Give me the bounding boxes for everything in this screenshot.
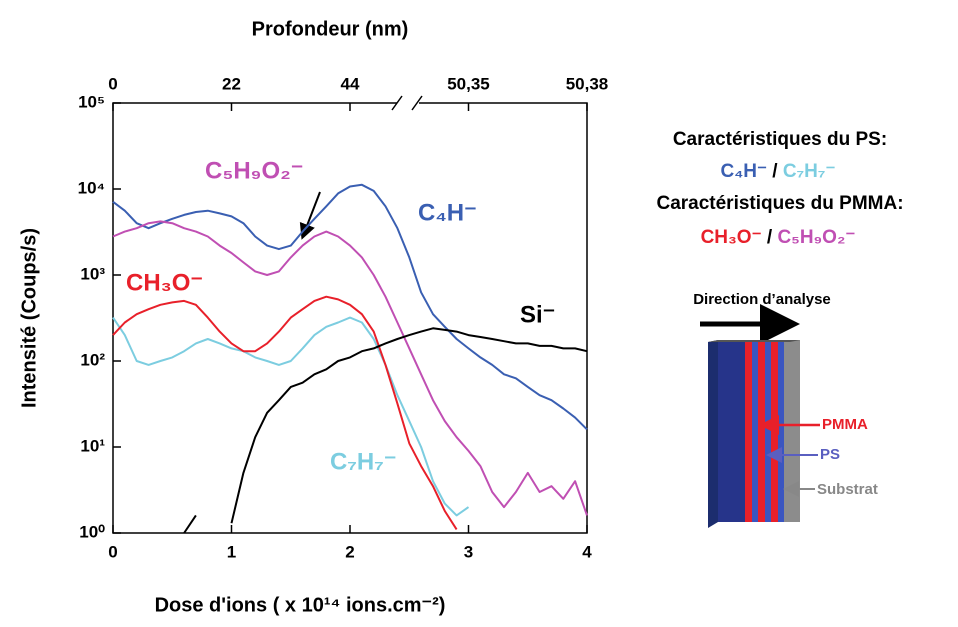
pmma-species-1: CH₃O⁻ — [701, 227, 762, 248]
layer — [758, 340, 765, 522]
x-tick-label: 1 — [227, 542, 236, 561]
y-tick-label: 10⁴ — [78, 178, 105, 197]
y-tick-label: 10¹ — [80, 436, 105, 455]
top-axis-title: Profondeur (nm) — [252, 18, 409, 40]
ps-title: Caractéristiques du PS: — [673, 129, 887, 150]
pmma-species: CH₃O⁻ / C₅H₉O₂⁻ — [701, 227, 856, 248]
series-line — [112, 295, 458, 530]
y-tick-label: 10⁰ — [79, 522, 105, 541]
series-label: Si⁻ — [520, 301, 555, 328]
ps-label: PS — [820, 446, 840, 463]
axis-break — [391, 95, 403, 111]
series-label: C₄H⁻ — [418, 199, 477, 226]
x-tick-label: 2 — [345, 542, 354, 561]
substrate-label: Substrat — [817, 481, 878, 498]
x-axis-title: Dose d'ions ( x 10¹⁴ ions.cm⁻²) — [155, 594, 446, 616]
ps-species: C₄H⁻ / C₇H₇⁻ — [720, 161, 835, 182]
series-line — [112, 316, 470, 517]
x-tick-label: 0 — [108, 542, 117, 561]
layer — [752, 340, 758, 522]
top-tick-label: 44 — [341, 74, 360, 93]
y-tick-label: 10² — [80, 350, 105, 369]
layer — [745, 340, 752, 522]
direction-label: Direction d’analyse — [693, 291, 831, 308]
y-tick-label: 10⁵ — [78, 92, 105, 111]
axis-break — [411, 95, 423, 111]
y-axis-title: Intensité (Coups/s) — [18, 228, 40, 408]
series-label: C₅H₉O₂⁻ — [205, 157, 303, 184]
layer-side — [708, 340, 718, 528]
top-tick-label: 0 — [108, 74, 117, 93]
layer — [771, 340, 778, 522]
top-tick-label: 22 — [222, 74, 241, 93]
x-tick-label: 4 — [582, 542, 592, 561]
x-tick-label: 3 — [464, 542, 473, 561]
series-label: CH₃O⁻ — [126, 269, 203, 296]
sample-stack — [708, 340, 800, 528]
pmma-title: Caractéristiques du PMMA: — [656, 193, 903, 214]
layer — [718, 340, 745, 522]
ps-species-2: C₇H₇⁻ — [783, 161, 836, 182]
layer — [778, 340, 784, 522]
series-label: C₇H₇⁻ — [330, 448, 397, 475]
substrate-layer — [784, 340, 800, 522]
series-line — [112, 183, 588, 431]
axis-break-gap — [397, 96, 419, 110]
separator: / — [772, 161, 778, 182]
y-tick-label: 10³ — [80, 264, 105, 283]
separator: / — [767, 227, 773, 248]
pmma-species-2: C₅H₉O₂⁻ — [777, 227, 855, 248]
layer-top — [708, 340, 800, 342]
top-tick-label: 50,35 — [447, 74, 490, 93]
layer — [765, 340, 771, 522]
pmma-label: PMMA — [822, 416, 868, 433]
series-line — [112, 220, 588, 516]
ps-species-1: C₄H⁻ — [720, 161, 767, 182]
top-tick-label: 50,38 — [566, 74, 609, 93]
series-line — [183, 327, 588, 534]
